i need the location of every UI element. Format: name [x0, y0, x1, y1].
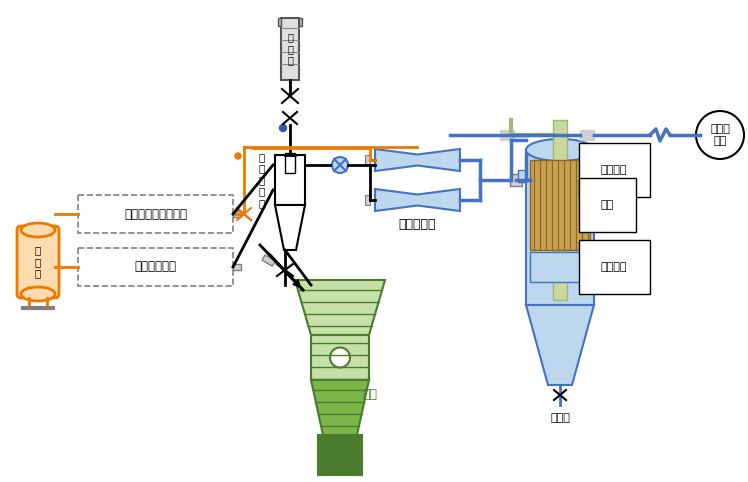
Bar [311, 335, 369, 380]
Bar [518, 170, 526, 182]
Circle shape [280, 124, 286, 132]
Polygon shape [526, 305, 594, 385]
Text: 氮
气
罐: 氮 气 罐 [35, 245, 41, 279]
Text: 净煤气
管网: 净煤气 管网 [710, 124, 730, 146]
Bar [500, 130, 514, 140]
Bar [262, 255, 275, 266]
Ellipse shape [21, 223, 55, 237]
Polygon shape [375, 149, 460, 171]
Text: 并联引射器: 并联引射器 [399, 218, 436, 231]
Bar [580, 130, 594, 140]
Circle shape [696, 111, 744, 159]
Bar [233, 211, 241, 217]
Bar [278, 18, 281, 26]
Circle shape [332, 157, 348, 173]
Bar [530, 252, 590, 282]
FancyBboxPatch shape [17, 226, 59, 298]
Circle shape [330, 348, 350, 367]
Polygon shape [375, 189, 460, 211]
Bar [233, 264, 241, 270]
Text: 滤袋: 滤袋 [601, 200, 614, 210]
Text: 除尘灰: 除尘灰 [550, 413, 570, 423]
Text: 料罐: 料罐 [362, 388, 377, 402]
Bar [510, 174, 522, 186]
Text: 净煤气一次均压系统: 净煤气一次均压系统 [124, 207, 187, 220]
Bar [285, 153, 295, 173]
Bar [318, 435, 362, 475]
Bar [275, 155, 305, 205]
Bar [526, 150, 594, 305]
Text: 旋
风
除
尘
器: 旋 风 除 尘 器 [259, 152, 265, 208]
Circle shape [235, 153, 241, 159]
Bar [530, 160, 590, 250]
Polygon shape [311, 380, 369, 435]
Bar [365, 195, 370, 205]
Bar [365, 155, 370, 165]
Text: 反吹装置: 反吹装置 [601, 165, 628, 175]
Text: 消
音
器: 消 音 器 [287, 32, 293, 66]
Text: 缓冲区域: 缓冲区域 [601, 262, 628, 272]
Bar [594, 170, 602, 182]
Polygon shape [295, 280, 385, 335]
Ellipse shape [21, 287, 55, 301]
Bar [299, 18, 302, 26]
Polygon shape [275, 205, 305, 250]
Bar [553, 120, 567, 300]
Text: 二次均压系统: 二次均压系统 [135, 260, 177, 273]
Ellipse shape [526, 139, 594, 161]
Bar [281, 18, 299, 80]
